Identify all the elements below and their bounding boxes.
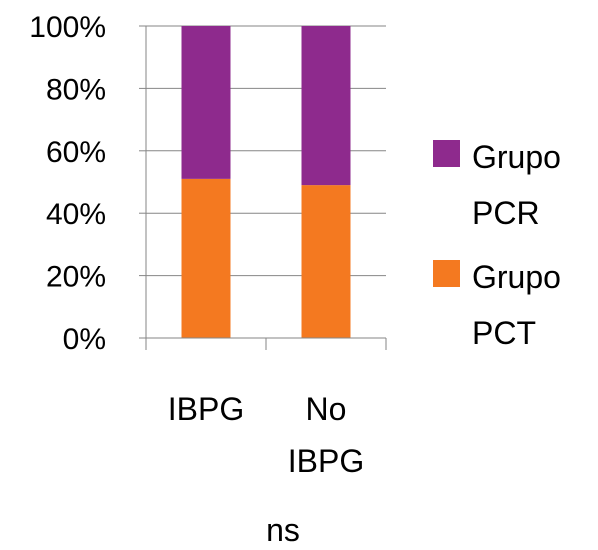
y-tick-label: 0% — [63, 323, 106, 356]
legend: Grupo PCR Grupo PCT — [433, 139, 561, 351]
x-axis-category-labels: IBPG No IBPG — [168, 391, 364, 479]
bar-segment-grupo-pct-1 — [301, 185, 351, 338]
y-tick-label: 60% — [46, 136, 106, 169]
bars — [181, 26, 351, 338]
y-tick-label: 100% — [29, 11, 106, 44]
y-axis-tick-labels: 0% 20% 40% 60% 80% 100% — [29, 11, 106, 356]
legend-label: Grupo PCR — [472, 139, 561, 231]
x-category-label: No IBPG — [288, 391, 364, 479]
bar-segment-grupo-pcr-0 — [181, 26, 231, 179]
y-tick-label: 20% — [46, 261, 106, 294]
axes — [145, 26, 387, 350]
x-category-label: IBPG — [168, 391, 244, 427]
legend-swatch — [433, 140, 460, 167]
y-tick-label: 80% — [46, 73, 106, 106]
y-tick-label: 40% — [46, 198, 106, 231]
bar-segment-grupo-pct-0 — [181, 178, 231, 338]
legend-swatch — [433, 260, 460, 287]
bar-segment-grupo-pcr-1 — [301, 26, 351, 186]
significance-note: ns — [266, 512, 300, 548]
legend-label: Grupo PCT — [472, 259, 561, 351]
